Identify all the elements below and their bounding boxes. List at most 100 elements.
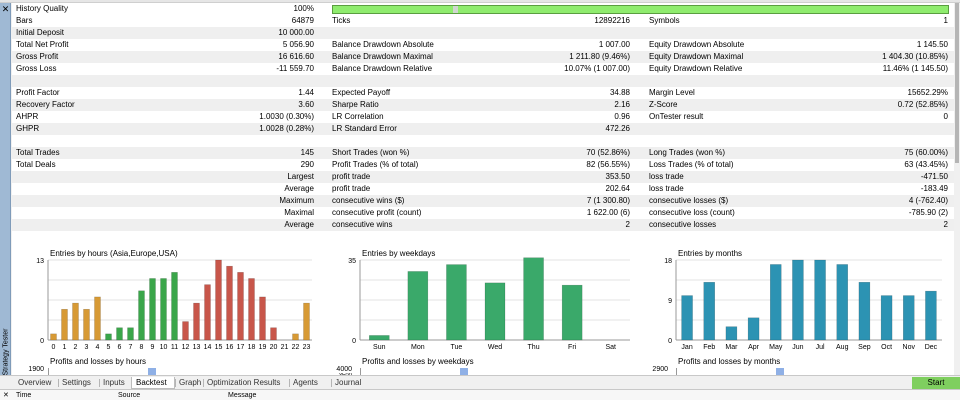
bar bbox=[83, 308, 90, 341]
bar bbox=[484, 282, 506, 341]
report-row: Total Trades 145 Short Trades (won %) 70 (5… bbox=[12, 147, 954, 159]
bar bbox=[193, 302, 200, 341]
tab-separator bbox=[99, 379, 100, 387]
report-cell-c6: 1 145.50 bbox=[916, 40, 948, 49]
report-row: Bars 64879 Ticks 12892216 Symbols 1 bbox=[12, 15, 954, 27]
chart-title: Entries by hours (Asia,Europe,USA) bbox=[50, 249, 178, 258]
bar bbox=[116, 327, 123, 341]
report-row: Initial Deposit 10 000.00 bbox=[12, 27, 954, 39]
report-cell-c6: 63 (43.45%) bbox=[904, 160, 948, 169]
x-tick-label: 17 bbox=[237, 344, 245, 351]
bar bbox=[925, 290, 937, 341]
bar bbox=[792, 259, 804, 341]
sidebar-title: Strategy Tester bbox=[2, 328, 10, 376]
tab-agents[interactable]: Agents bbox=[293, 378, 318, 387]
x-tick-label: 23 bbox=[303, 344, 311, 351]
y-tick-label: 13 bbox=[36, 258, 44, 265]
journal-header: ✕ Time Source Message bbox=[0, 389, 960, 400]
report-cell-c5: loss trade bbox=[649, 184, 684, 193]
history-quality-value: 100% bbox=[293, 4, 314, 13]
bar bbox=[171, 272, 178, 341]
report-cell-c3: Profit Trades (% of total) bbox=[332, 160, 419, 169]
report-cell-c3: Balance Drawdown Maximal bbox=[332, 52, 433, 61]
tab-journal[interactable]: Journal bbox=[335, 378, 362, 387]
tab-settings[interactable]: Settings bbox=[62, 378, 91, 387]
tab-inputs[interactable]: Inputs bbox=[103, 378, 125, 387]
report-cell-c2: -11 559.70 bbox=[276, 64, 314, 73]
tab-backtest[interactable]: Backtest bbox=[131, 377, 175, 389]
x-tick-label: Jan bbox=[681, 344, 692, 351]
x-tick-label: 18 bbox=[248, 344, 256, 351]
strategy-tester-sidebar: ✕ Strategy Tester bbox=[0, 3, 11, 398]
column-time[interactable]: Time bbox=[16, 392, 32, 399]
report-row: Maximal consecutive profit (count) 1 622.0… bbox=[12, 207, 954, 219]
report-cell-c5: Loss Trades (% of total) bbox=[649, 160, 734, 169]
vertical-scrollbar[interactable] bbox=[954, 3, 960, 375]
subchart-axis bbox=[360, 368, 361, 375]
tab-overview[interactable]: Overview bbox=[18, 378, 52, 387]
bar bbox=[259, 296, 266, 341]
report-cell-c1: Gross Loss bbox=[16, 64, 57, 73]
report-cell-c1: Initial Deposit bbox=[16, 28, 65, 37]
report-cell-c5: Margin Level bbox=[649, 88, 695, 97]
column-source[interactable]: Source bbox=[118, 392, 141, 399]
bar bbox=[204, 284, 211, 341]
report-cell-c2 bbox=[204, 135, 314, 147]
subchart-bar bbox=[148, 368, 156, 375]
close-icon[interactable]: ✕ bbox=[1, 4, 10, 14]
report-cell-c3: Short Trades (won %) bbox=[332, 148, 410, 157]
subchart-y-tick: 2900 bbox=[652, 366, 668, 373]
tab-separator bbox=[58, 379, 59, 387]
report-cell-c4: 353.50 bbox=[605, 172, 630, 181]
start-button[interactable]: Start bbox=[912, 377, 960, 389]
history-quality-label: History Quality bbox=[16, 4, 69, 13]
report-cell-c2: 1.0028 (0.28%) bbox=[259, 124, 314, 133]
bar bbox=[237, 272, 244, 341]
bar bbox=[703, 281, 715, 341]
bar bbox=[292, 333, 299, 341]
subchart-title: Profits and losses by months bbox=[678, 357, 781, 366]
report-cell-c1: GHPR bbox=[16, 124, 40, 133]
y-tick-label: 0 bbox=[668, 338, 672, 345]
report-cell-c4 bbox=[452, 75, 630, 87]
subchart-bar bbox=[460, 368, 468, 375]
report-cell-c6: 4 (-762.40) bbox=[908, 196, 948, 205]
close-icon[interactable]: ✕ bbox=[3, 392, 9, 399]
report-cell-c6 bbox=[772, 123, 948, 135]
report-cell-c3: LR Standard Error bbox=[332, 124, 397, 133]
report-cell-c1r: Average bbox=[284, 184, 314, 193]
x-tick-label: Feb bbox=[703, 344, 715, 351]
x-tick-label: 0 bbox=[52, 344, 56, 351]
history-quality-row: History Quality 100% bbox=[12, 3, 954, 15]
entries-chart: Entries by weekdays 35 0 Sun Mon Tue Wed Thu Fri… bbox=[336, 246, 634, 375]
bar bbox=[747, 317, 760, 341]
report-cell-c4: 12892216 bbox=[594, 16, 630, 25]
subchart-axis bbox=[676, 368, 677, 375]
top-border-strip bbox=[0, 0, 960, 3]
column-message[interactable]: Message bbox=[228, 392, 257, 399]
report-row: Gross Profit 16 616.60 Balance Drawdown Ma… bbox=[12, 51, 954, 63]
scrollbar-thumb[interactable] bbox=[955, 3, 959, 163]
bar bbox=[880, 295, 893, 341]
report-cell-c2: 3.60 bbox=[298, 100, 314, 109]
x-tick-label: Jun bbox=[792, 344, 803, 351]
x-tick-label: Jul bbox=[816, 344, 825, 351]
tab-optimization-results[interactable]: Optimization Results bbox=[207, 378, 281, 387]
report-cell-c6: -183.49 bbox=[920, 184, 948, 193]
tab-graph[interactable]: Graph bbox=[179, 378, 202, 387]
report-cell-c1 bbox=[16, 75, 216, 87]
report-cell-c4: 34.88 bbox=[609, 88, 630, 97]
report-cell-c5: Equity Drawdown Absolute bbox=[649, 40, 745, 49]
x-tick-label: Mon bbox=[411, 344, 425, 351]
report-cell-c4: 472.26 bbox=[605, 124, 630, 133]
report-cell-c3: profit trade bbox=[332, 184, 371, 193]
x-tick-label: 6 bbox=[118, 344, 122, 351]
report-cell-c1r: Maximum bbox=[279, 196, 314, 205]
report-cell-c5: Equity Drawdown Maximal bbox=[649, 52, 744, 61]
tab-separator bbox=[289, 379, 290, 387]
chart-svg: 35 0 Sun Mon Tue Wed Thu Fri Sat bbox=[348, 257, 630, 351]
bar bbox=[407, 271, 429, 341]
report-cell-c3: consecutive wins ($) bbox=[332, 196, 405, 205]
bar bbox=[182, 321, 189, 341]
report-cell-c6: 11.46% (1 145.50) bbox=[882, 64, 948, 73]
